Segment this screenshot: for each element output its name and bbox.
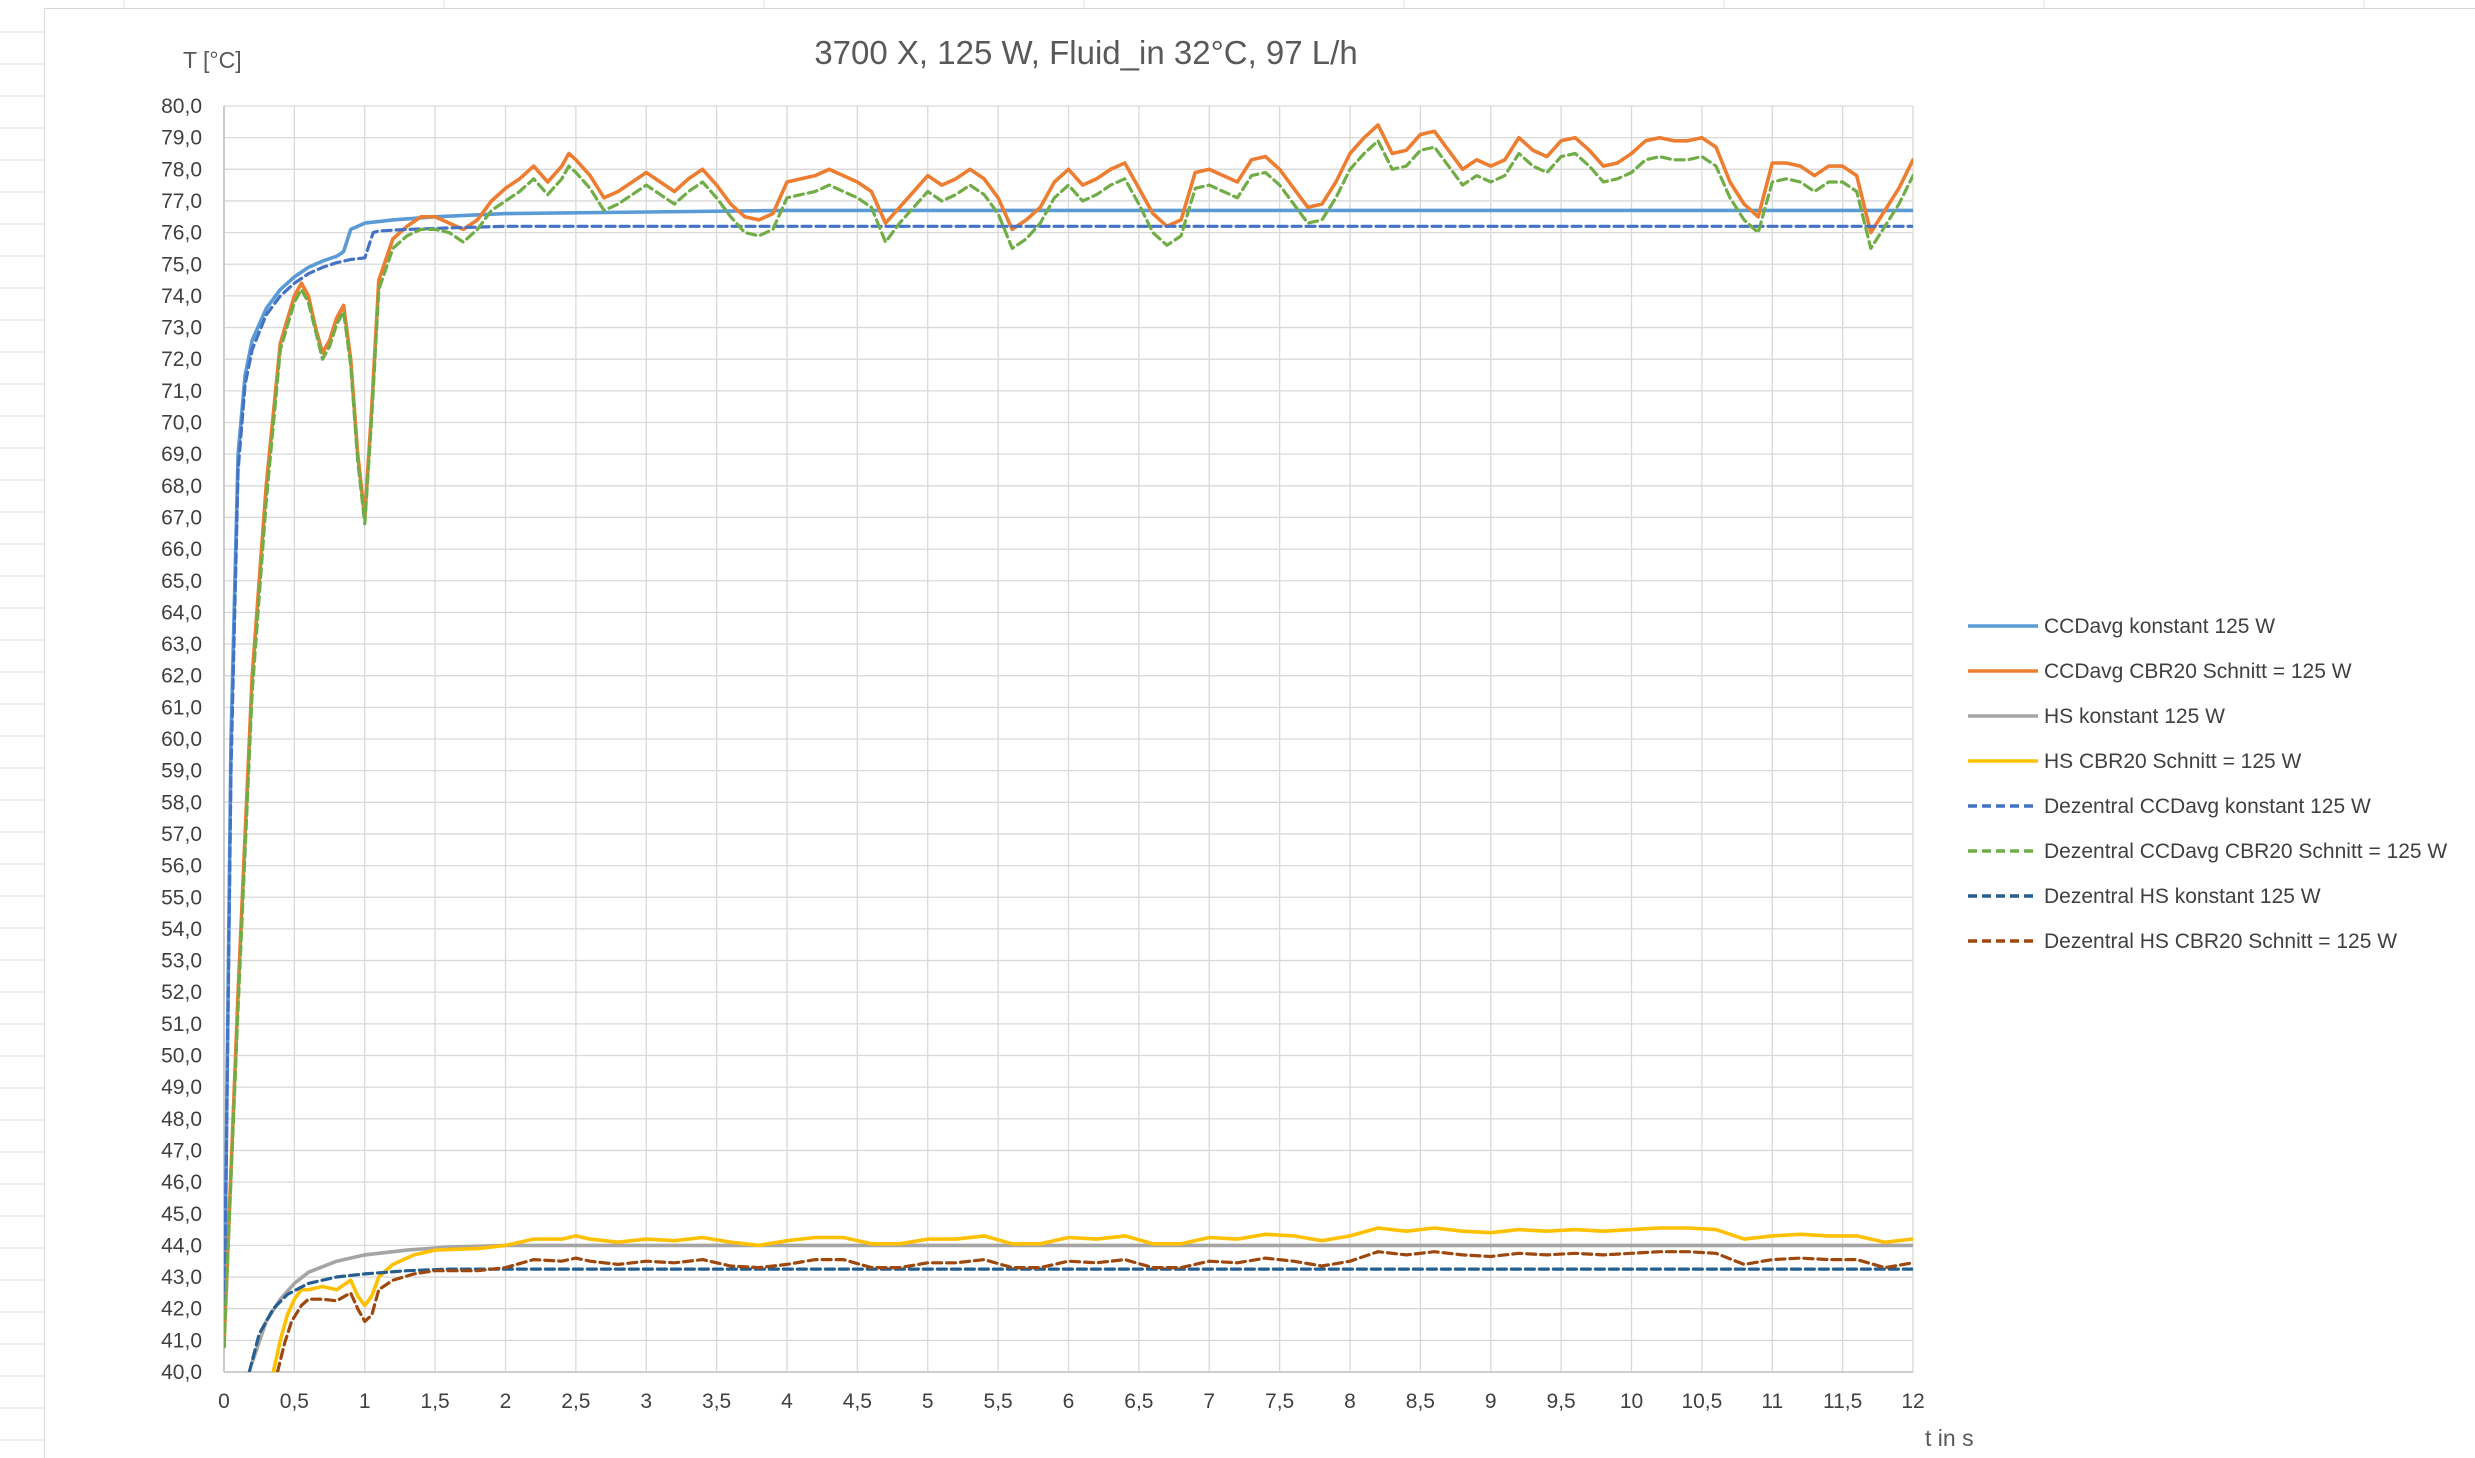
y-tick-label: 49,0 <box>161 1076 202 1099</box>
x-tick-label: 4,5 <box>843 1390 872 1413</box>
y-tick-label: 44,0 <box>161 1234 202 1257</box>
x-tick-label: 10 <box>1620 1390 1643 1413</box>
y-tick-label: 50,0 <box>161 1045 202 1068</box>
y-tick-label: 40,0 <box>161 1361 202 1384</box>
plot-gridlines <box>223 105 1914 1373</box>
x-tick-label: 5 <box>922 1390 934 1413</box>
y-tick-label: 53,0 <box>161 950 202 973</box>
x-tick-label: 2,5 <box>561 1390 590 1413</box>
y-tick-label: 72,0 <box>161 348 202 371</box>
legend-label: HS konstant 125 W <box>2044 705 2225 728</box>
series-lines <box>224 123 1913 1372</box>
y-tick-label: 56,0 <box>161 855 202 878</box>
series-line-3 <box>250 1243 1913 1365</box>
x-tick-label: 8 <box>1344 1390 1356 1413</box>
series-line-6 <box>224 139 1913 1349</box>
y-tick-label: 45,0 <box>161 1203 202 1226</box>
y-tick-label: 65,0 <box>161 570 202 593</box>
y-tick-label: 71,0 <box>161 380 202 403</box>
y-tick-label: 51,0 <box>161 1013 202 1036</box>
x-tick-label: 6,5 <box>1124 1390 1153 1413</box>
x-tick-label: 9,5 <box>1547 1390 1576 1413</box>
x-tick-label: 7,5 <box>1265 1390 1294 1413</box>
x-tick-label: 4 <box>781 1390 793 1413</box>
x-tick-label: 3 <box>640 1390 652 1413</box>
y-tick-label: 70,0 <box>161 412 202 435</box>
x-tick-label: 8,5 <box>1406 1390 1435 1413</box>
y-axis-title: T [°C] <box>183 47 242 73</box>
y-tick-label: 69,0 <box>161 443 202 466</box>
y-tick-label: 68,0 <box>161 475 202 498</box>
x-tick-label: 11,5 <box>1823 1390 1862 1413</box>
legend-label: CCDavg CBR20 Schnitt = 125 W <box>2044 660 2352 683</box>
series-line-5 <box>224 224 1913 1349</box>
y-tick-label: 41,0 <box>161 1329 202 1352</box>
series-line-7 <box>247 1267 1913 1372</box>
x-tick-label: 2 <box>500 1390 512 1413</box>
x-tick-label: 7 <box>1203 1390 1215 1413</box>
y-tick-label: 60,0 <box>161 728 202 751</box>
y-tick-label: 80,0 <box>161 95 202 118</box>
y-tick-label: 57,0 <box>161 823 202 846</box>
series-line-8 <box>275 1250 1913 1372</box>
y-tick-label: 79,0 <box>161 127 202 150</box>
x-tick-label: 10,5 <box>1681 1390 1722 1413</box>
y-tick-label: 59,0 <box>161 760 202 783</box>
y-tick-label: 46,0 <box>161 1171 202 1194</box>
y-tick-label: 77,0 <box>161 190 202 213</box>
x-tick-label: 0,5 <box>280 1390 309 1413</box>
y-tick-label: 61,0 <box>161 696 202 719</box>
legend-label: HS CBR20 Schnitt = 125 W <box>2044 750 2302 773</box>
y-tick-label: 76,0 <box>161 222 202 245</box>
legend: CCDavg konstant 125 W CCDavg CBR20 Schnit… <box>1968 615 2447 953</box>
legend-label: Dezentral CCDavg konstant 125 W <box>2044 795 2371 818</box>
x-tick-label: 12 <box>1901 1390 1924 1413</box>
y-tick-label: 64,0 <box>161 601 202 624</box>
legend-label: Dezentral HS CBR20 Schnitt = 125 W <box>2044 930 2397 953</box>
x-tick-label: 1 <box>359 1390 371 1413</box>
y-tick-label: 73,0 <box>161 317 202 340</box>
y-tick-label: 62,0 <box>161 665 202 688</box>
x-tick-label: 5,5 <box>984 1390 1013 1413</box>
y-tick-label: 58,0 <box>161 791 202 814</box>
x-tick-label: 11 <box>1761 1390 1783 1413</box>
y-tick-label: 47,0 <box>161 1139 202 1162</box>
series-line-2 <box>224 123 1913 1349</box>
x-tick-label: 9 <box>1485 1390 1497 1413</box>
y-tick-label: 63,0 <box>161 633 202 656</box>
y-tick-label: 43,0 <box>161 1266 202 1289</box>
chart-title: 3700 X, 125 W, Fluid_in 32°C, 97 L/h <box>814 34 1357 71</box>
x-tick-label: 0 <box>218 1390 230 1413</box>
tick-labels: 40,0 41,0 42,0 43,0 44,0 45,0 46,0 47,0 48,0 49,0… <box>161 95 1925 1413</box>
y-tick-label: 52,0 <box>161 981 202 1004</box>
y-tick-label: 67,0 <box>161 506 202 529</box>
x-axis-title: t in s <box>1925 1425 1974 1451</box>
x-tick-label: 6 <box>1063 1390 1075 1413</box>
y-tick-label: 42,0 <box>161 1298 202 1321</box>
chart-area[interactable] <box>44 8 2475 1458</box>
y-tick-label: 55,0 <box>161 886 202 909</box>
y-tick-label: 78,0 <box>161 158 202 181</box>
y-tick-label: 74,0 <box>161 285 202 308</box>
x-tick-label: 1,5 <box>421 1390 450 1413</box>
plot-axes <box>223 106 1913 1373</box>
y-tick-label: 66,0 <box>161 538 202 561</box>
y-tick-label: 54,0 <box>161 918 202 941</box>
legend-label: Dezentral CCDavg CBR20 Schnitt = 125 W <box>2044 840 2447 863</box>
legend-label: CCDavg konstant 125 W <box>2044 615 2275 638</box>
series-line-4 <box>271 1226 1913 1372</box>
legend-label: Dezentral HS konstant 125 W <box>2044 885 2321 908</box>
y-tick-label: 75,0 <box>161 253 202 276</box>
y-tick-label: 48,0 <box>161 1108 202 1131</box>
x-tick-label: 3,5 <box>702 1390 731 1413</box>
